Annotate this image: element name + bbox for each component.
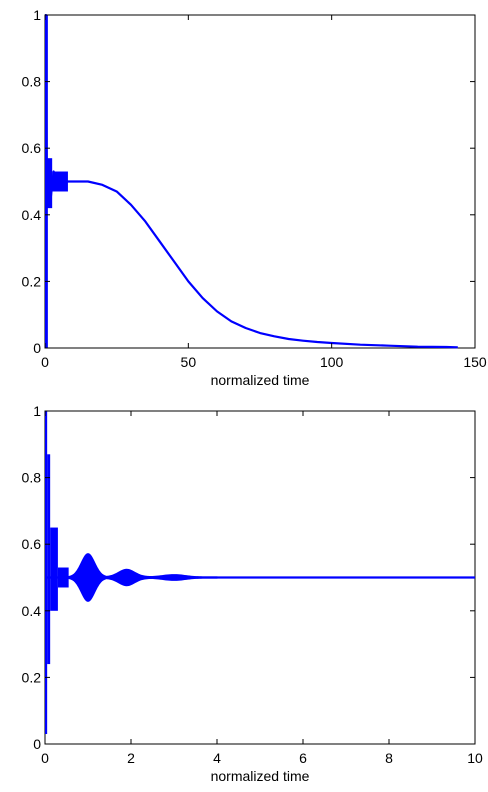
chart-bottom: 0 2 4 6 8 10 0 0.2 0.4 0.6 0.8 1 normalized time <box>22 403 483 784</box>
x-axis-label: normalized time <box>211 768 310 784</box>
x-tick-label: 150 <box>463 354 487 370</box>
x-tick-label: 6 <box>299 750 307 766</box>
x-tick-label: 4 <box>213 750 221 766</box>
y-tick-label: 0.6 <box>22 536 42 552</box>
x-tick-label: 8 <box>385 750 393 766</box>
x-axis-label: normalized time <box>211 372 310 388</box>
y-tick-label: 0.2 <box>22 273 42 289</box>
axes-box <box>44 14 476 349</box>
y-tick-label: 0.4 <box>22 603 42 619</box>
oscillation-band-1 <box>47 454 51 665</box>
y-tick-label: 1 <box>33 403 41 419</box>
series-line-0 <box>45 14 458 349</box>
x-tick-label: 10 <box>467 750 483 766</box>
chart-top: 0 50 100 150 0 0.2 0.4 0.6 0.8 1 normalized time <box>22 7 487 388</box>
oscillation-band-2 <box>50 527 58 611</box>
y-tick-label: 0.8 <box>22 470 42 486</box>
oscillation-band-0 <box>45 411 48 735</box>
x-tick-label: 100 <box>320 354 344 370</box>
y-tick-label: 0.6 <box>22 140 42 156</box>
y-tick-label: 0 <box>33 736 41 752</box>
x-tick-label: 0 <box>41 354 49 370</box>
plot-area <box>45 14 458 349</box>
x-tick-label: 2 <box>127 750 135 766</box>
plot-area <box>45 411 475 735</box>
x-tick-label: 50 <box>181 354 197 370</box>
x-tick-label: 0 <box>41 750 49 766</box>
y-tick-label: 0.2 <box>22 669 42 685</box>
y-tick-label: 0.4 <box>22 207 42 223</box>
y-tick-label: 1 <box>33 7 41 23</box>
y-tick-label: 0.8 <box>22 74 42 90</box>
y-tick-label: 0 <box>33 340 41 356</box>
